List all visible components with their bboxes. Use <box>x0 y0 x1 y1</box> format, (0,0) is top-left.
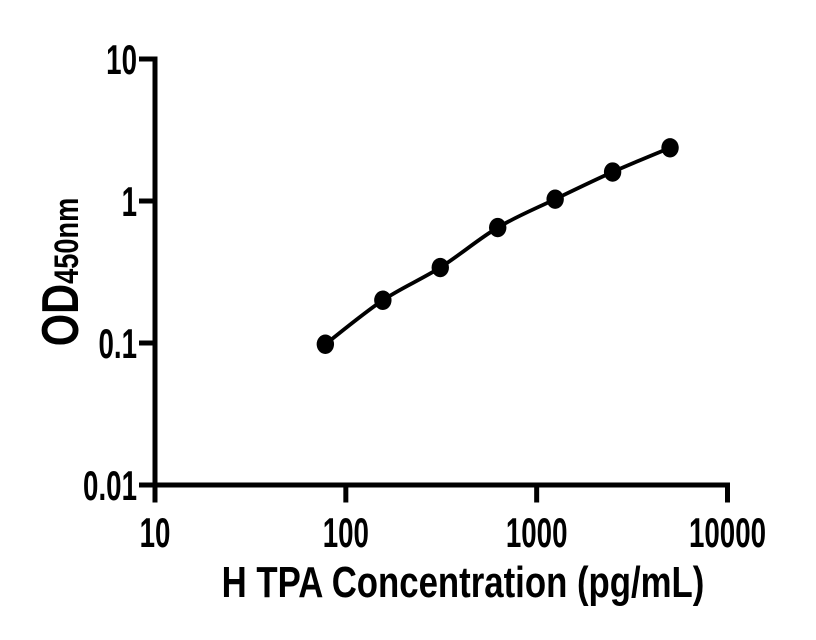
y-axis-title-text: OD <box>32 283 90 347</box>
data-point-marker <box>546 189 564 209</box>
x-tick-label: 100 <box>323 509 369 556</box>
x-tick-label: 10 <box>140 509 171 556</box>
data-point-marker <box>374 290 392 310</box>
y-tick-label: 10 <box>106 36 137 83</box>
y-tick-label: 1 <box>122 178 137 225</box>
data-point-marker <box>603 162 622 182</box>
x-tick-label: 10000 <box>689 509 766 556</box>
data-point-marker <box>431 257 449 278</box>
y-axis-title: OD450nm <box>32 197 90 347</box>
x-axis-title: H TPA Concentration (pg/mL) <box>221 558 705 607</box>
data-point-marker <box>316 334 335 354</box>
y-tick-label: 0.01 <box>83 462 137 509</box>
data-point-marker <box>489 217 507 238</box>
data-point-marker <box>661 138 679 158</box>
y-tick-label: 0.1 <box>98 320 137 367</box>
x-tick-label: 1000 <box>506 509 568 556</box>
y-axis-title-subscript: 450nm <box>48 197 86 284</box>
